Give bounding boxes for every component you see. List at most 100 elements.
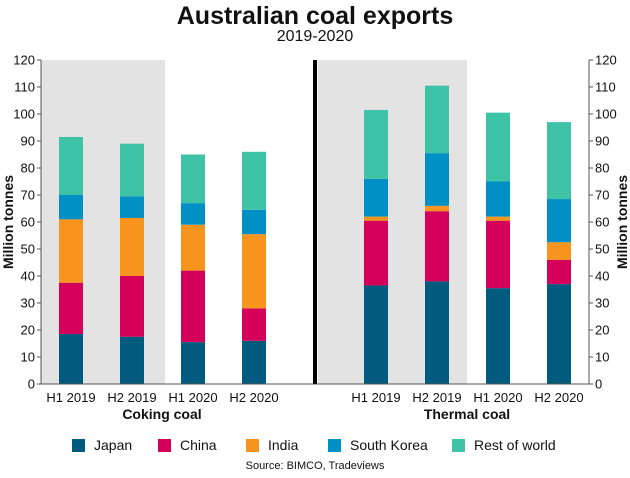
bar-coking-coal-h1-2020-india bbox=[181, 224, 205, 271]
legend-label: China bbox=[180, 437, 217, 453]
bar-thermal-coal-h1-2019-south-korea bbox=[364, 178, 388, 217]
group-label-coking-coal: Coking coal bbox=[122, 406, 201, 422]
y-tick-label-left: 20 bbox=[21, 323, 35, 338]
legend-swatch bbox=[328, 438, 341, 452]
y-tick-label-right: 70 bbox=[595, 188, 609, 203]
x-tick-label: H2 2019 bbox=[107, 390, 156, 405]
bar-coking-coal-h2-2020-china bbox=[242, 308, 266, 341]
bar-thermal-coal-h2-2019-india bbox=[425, 205, 449, 212]
bar-thermal-coal-h2-2019-rest-of-world bbox=[425, 85, 449, 154]
legend: Japan China India South Korea Rest of world bbox=[0, 434, 630, 456]
bar-coking-coal-h2-2019-south-korea bbox=[120, 196, 144, 218]
bar-thermal-coal-h2-2020-china bbox=[547, 259, 571, 285]
bar-thermal-coal-h2-2020-japan bbox=[547, 284, 571, 384]
bar-thermal-coal-h2-2019-china bbox=[425, 211, 449, 282]
bar-coking-coal-h1-2019-rest-of-world bbox=[59, 136, 83, 195]
y-tick-label-left: 30 bbox=[21, 296, 35, 311]
bar-coking-coal-h1-2020-china bbox=[181, 270, 205, 343]
legend-item-japan: Japan bbox=[72, 434, 132, 456]
y-tick-label-right: 100 bbox=[595, 107, 617, 122]
bar-thermal-coal-h1-2019-japan bbox=[364, 285, 388, 384]
bar-coking-coal-h1-2020-japan bbox=[181, 342, 205, 384]
legend-label: Rest of world bbox=[474, 437, 556, 453]
y-tick-label-right: 80 bbox=[595, 161, 609, 176]
legend-swatch bbox=[158, 438, 171, 452]
bar-thermal-coal-h1-2019-china bbox=[364, 220, 388, 286]
y-tick-label-right: 120 bbox=[595, 53, 617, 68]
x-tick-label: H2 2020 bbox=[229, 390, 278, 405]
bar-thermal-coal-h1-2020-japan bbox=[486, 288, 510, 384]
bar-thermal-coal-h1-2020-south-korea bbox=[486, 181, 510, 217]
bar-coking-coal-h1-2019-india bbox=[59, 219, 83, 283]
y-tick-label-left: 40 bbox=[21, 269, 35, 284]
bar-coking-coal-h1-2019-china bbox=[59, 282, 83, 335]
x-tick-label: H1 2019 bbox=[46, 390, 95, 405]
y-tick-label-left: 50 bbox=[21, 242, 35, 257]
y-tick-label-right: 0 bbox=[595, 377, 602, 392]
y-tick-label-left: 90 bbox=[21, 134, 35, 149]
bar-thermal-coal-h1-2019-india bbox=[364, 216, 388, 221]
bar-coking-coal-h1-2019-japan bbox=[59, 334, 83, 384]
y-tick-label-left: 0 bbox=[28, 377, 35, 392]
bar-coking-coal-h2-2019-japan bbox=[120, 336, 144, 384]
bar-coking-coal-h1-2020-rest-of-world bbox=[181, 154, 205, 204]
legend-item-india: India bbox=[246, 434, 298, 456]
bar-thermal-coal-h2-2020-south-korea bbox=[547, 199, 571, 243]
bar-coking-coal-h2-2020-south-korea bbox=[242, 209, 266, 235]
y-tick-label-left: 110 bbox=[14, 80, 35, 95]
y-tick-label-right: 90 bbox=[595, 134, 609, 149]
bar-thermal-coal-h1-2020-rest-of-world bbox=[486, 112, 510, 182]
bar-coking-coal-h2-2020-rest-of-world bbox=[242, 151, 266, 210]
bar-thermal-coal-h2-2019-south-korea bbox=[425, 153, 449, 206]
x-tick-label: H1 2019 bbox=[351, 390, 400, 405]
bar-thermal-coal-h1-2020-india bbox=[486, 216, 510, 221]
x-tick-label: H1 2020 bbox=[168, 390, 217, 405]
y-tick-label-left: 120 bbox=[13, 53, 35, 68]
source-note: Source: BIMCO, Tradeviews bbox=[245, 460, 385, 472]
legend-item-china: China bbox=[158, 434, 217, 456]
bar-thermal-coal-h2-2019-japan bbox=[425, 281, 449, 384]
x-tick-label: H1 2020 bbox=[473, 390, 522, 405]
y-tick-label-left: 80 bbox=[21, 161, 35, 176]
legend-item-south-korea: South Korea bbox=[328, 434, 428, 456]
legend-label: Japan bbox=[94, 437, 133, 453]
y-tick-label-left: 10 bbox=[21, 350, 35, 365]
y-tick-label-right: 60 bbox=[595, 215, 609, 230]
legend-label: India bbox=[268, 437, 299, 453]
bar-coking-coal-h2-2020-india bbox=[242, 234, 266, 309]
legend-swatch bbox=[452, 438, 465, 452]
y-tick-label-left: 60 bbox=[21, 215, 35, 230]
y-tick-label-right: 20 bbox=[595, 323, 609, 338]
chart-title: Australian coal exports bbox=[176, 2, 454, 30]
group-label-thermal-coal: Thermal coal bbox=[424, 406, 510, 422]
x-tick-label: H2 2019 bbox=[412, 390, 461, 405]
y-axis-title-right: Million tonnes bbox=[614, 175, 630, 269]
legend-label: South Korea bbox=[350, 437, 428, 453]
y-tick-label-left: 100 bbox=[13, 107, 35, 122]
bar-thermal-coal-h1-2020-china bbox=[486, 220, 510, 289]
bar-thermal-coal-h1-2019-rest-of-world bbox=[364, 109, 388, 179]
bar-coking-coal-h2-2019-rest-of-world bbox=[120, 143, 144, 197]
axes-layer: 0 0 10 10 20 20 30 30 40 40 50 50 60 60 70 70 80 80 90 90 10… bbox=[13, 53, 616, 392]
y-tick-label-right: 40 bbox=[595, 269, 609, 284]
legend-swatch bbox=[72, 438, 85, 452]
bar-coking-coal-h2-2019-china bbox=[120, 276, 144, 337]
y-tick-label-left: 70 bbox=[21, 188, 35, 203]
legend-item-rest-of-world: Rest of world bbox=[452, 434, 556, 456]
bar-thermal-coal-h2-2020-rest-of-world bbox=[547, 122, 571, 200]
y-tick-label-right: 50 bbox=[595, 242, 609, 257]
bar-thermal-coal-h2-2020-india bbox=[547, 242, 571, 260]
legend-swatch bbox=[246, 438, 259, 452]
y-tick-label-right: 30 bbox=[595, 296, 609, 311]
bar-coking-coal-h2-2020-japan bbox=[242, 340, 266, 384]
chart-subtitle: 2019-2020 bbox=[276, 28, 354, 45]
y-tick-label-right: 10 bbox=[595, 350, 609, 365]
y-tick-label-right: 110 bbox=[595, 80, 616, 95]
bar-coking-coal-h2-2019-india bbox=[120, 217, 144, 276]
y-axis-title-left: Million tonnes bbox=[0, 175, 16, 269]
bar-coking-coal-h1-2020-south-korea bbox=[181, 203, 205, 225]
bar-coking-coal-h1-2019-south-korea bbox=[59, 195, 83, 220]
x-tick-label: H2 2020 bbox=[534, 390, 583, 405]
